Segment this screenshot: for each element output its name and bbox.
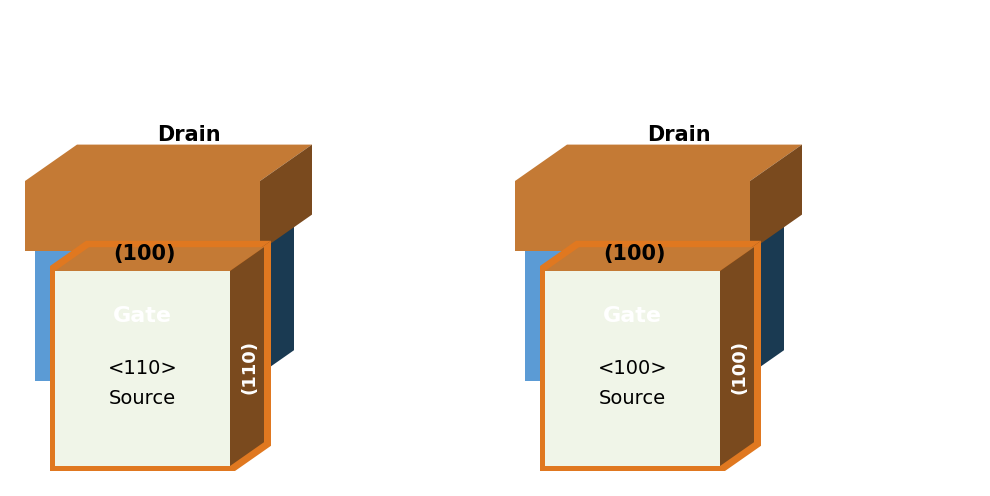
- Polygon shape: [55, 271, 230, 466]
- Polygon shape: [720, 247, 754, 466]
- Text: (100): (100): [113, 244, 176, 264]
- Text: Gate: Gate: [113, 306, 172, 326]
- Polygon shape: [540, 266, 725, 471]
- Polygon shape: [235, 241, 271, 471]
- Polygon shape: [515, 181, 750, 251]
- Text: Gate: Gate: [603, 306, 662, 326]
- Polygon shape: [55, 247, 264, 271]
- Polygon shape: [35, 251, 250, 381]
- Polygon shape: [35, 220, 294, 251]
- Polygon shape: [750, 145, 802, 251]
- Polygon shape: [25, 181, 260, 251]
- Polygon shape: [740, 220, 784, 381]
- Polygon shape: [525, 251, 740, 381]
- Polygon shape: [545, 247, 754, 271]
- Polygon shape: [525, 220, 784, 251]
- Text: <110>
Source: <110> Source: [108, 359, 177, 409]
- Polygon shape: [540, 241, 761, 266]
- Polygon shape: [250, 220, 294, 381]
- Polygon shape: [260, 145, 312, 251]
- Text: (100): (100): [730, 340, 748, 394]
- Polygon shape: [230, 247, 264, 466]
- Polygon shape: [545, 271, 720, 466]
- Text: <100>
Source: <100> Source: [598, 359, 667, 409]
- Text: Drain: Drain: [646, 125, 710, 145]
- Text: (110): (110): [240, 340, 258, 394]
- Polygon shape: [515, 145, 802, 181]
- Text: (100): (100): [603, 244, 665, 264]
- Polygon shape: [725, 241, 761, 471]
- Polygon shape: [25, 145, 312, 181]
- Polygon shape: [50, 266, 235, 471]
- Text: Drain: Drain: [156, 125, 221, 145]
- Polygon shape: [50, 241, 271, 266]
